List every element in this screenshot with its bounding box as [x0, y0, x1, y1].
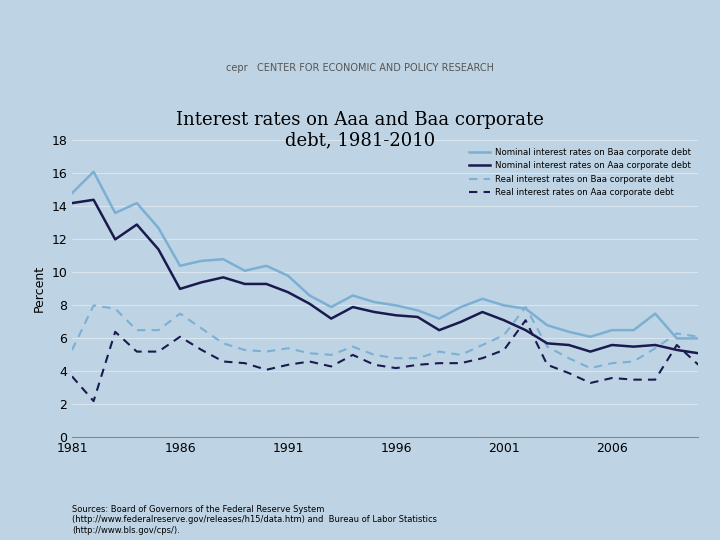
Text: Interest rates on Aaa and Baa corporate
debt, 1981-2010: Interest rates on Aaa and Baa corporate … [176, 111, 544, 150]
Legend: Nominal interest rates on Baa corporate debt, Nominal interest rates on Aaa corp: Nominal interest rates on Baa corporate … [465, 145, 694, 200]
Y-axis label: Percent: Percent [32, 265, 45, 313]
Text: cepr   CENTER FOR ECONOMIC AND POLICY RESEARCH: cepr CENTER FOR ECONOMIC AND POLICY RESE… [226, 63, 494, 73]
Text: Sources: Board of Governors of the Federal Reserve System
(http://www.federalres: Sources: Board of Governors of the Feder… [72, 505, 437, 535]
